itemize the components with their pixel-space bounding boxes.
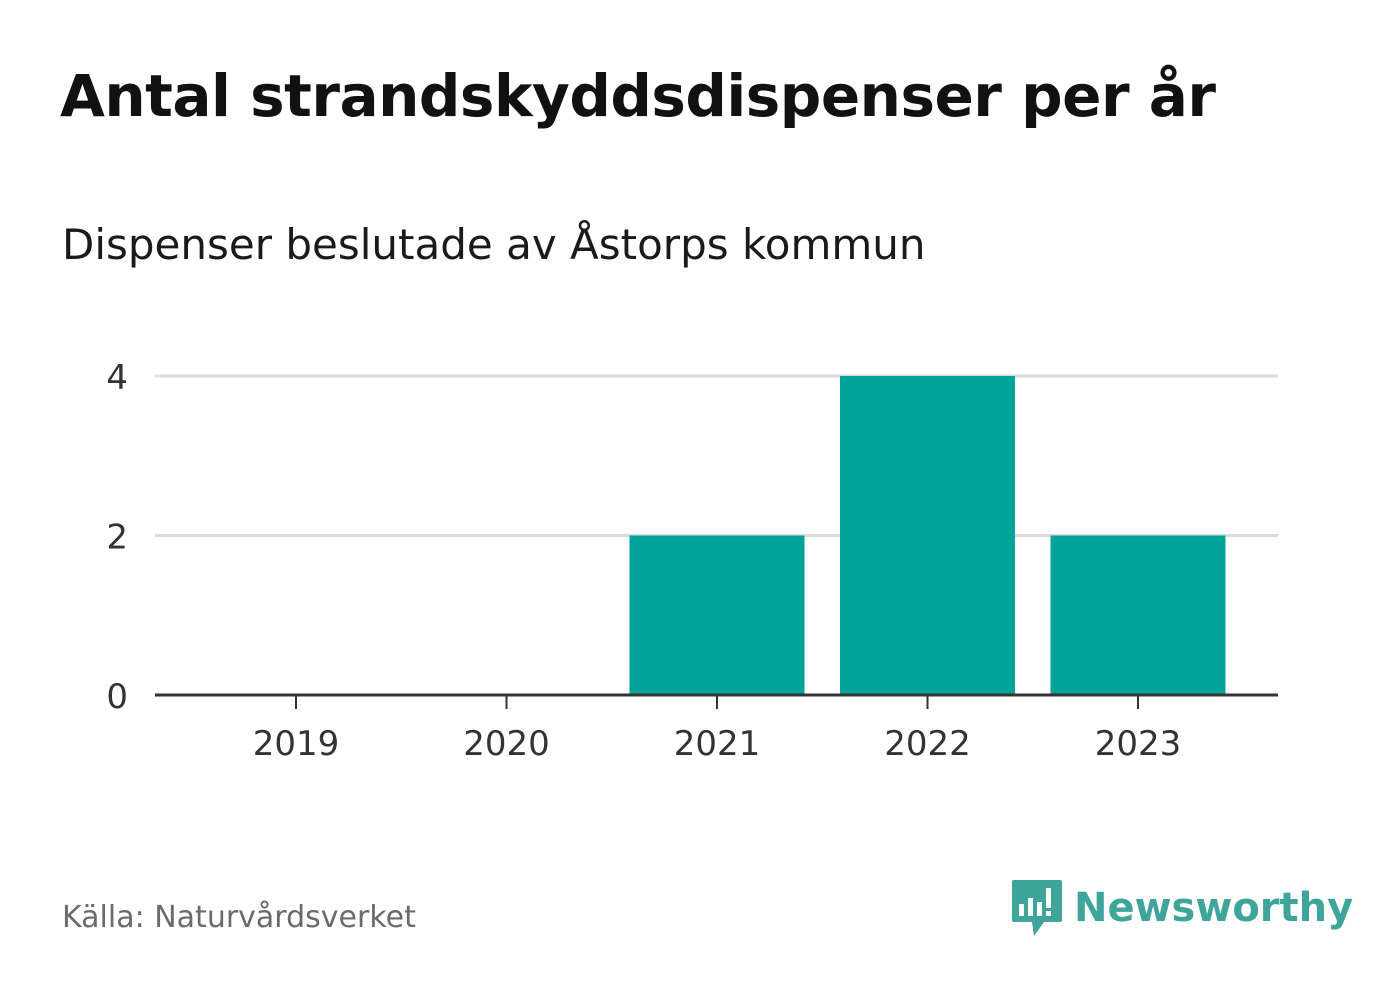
source-credit: Källa: Naturvårdsverket: [62, 900, 416, 935]
chart-subtitle: Dispenser beslutade av Åstorps kommun: [62, 220, 926, 269]
x-tick-label-2019: 2019: [253, 724, 340, 764]
y-tick-label-0: 0: [106, 677, 128, 717]
x-tick-label-2023: 2023: [1095, 724, 1182, 764]
bar-2022: [840, 376, 1015, 695]
x-tick-label-2020: 2020: [463, 724, 550, 764]
brand-name: Newsworthy: [1074, 885, 1354, 931]
y-tick-label-4: 4: [106, 358, 128, 398]
bar-2023: [1050, 535, 1226, 695]
brand-logo: Newsworthy: [1010, 878, 1353, 938]
x-tick-label-2022: 2022: [884, 724, 971, 764]
newsworthy-logo-icon: [1012, 880, 1062, 936]
bar-2021: [629, 535, 805, 695]
x-tick-label-2021: 2021: [674, 724, 761, 764]
chart-title: Antal strandskyddsdispenser per år: [60, 62, 1216, 130]
y-tick-label-2: 2: [106, 518, 128, 558]
